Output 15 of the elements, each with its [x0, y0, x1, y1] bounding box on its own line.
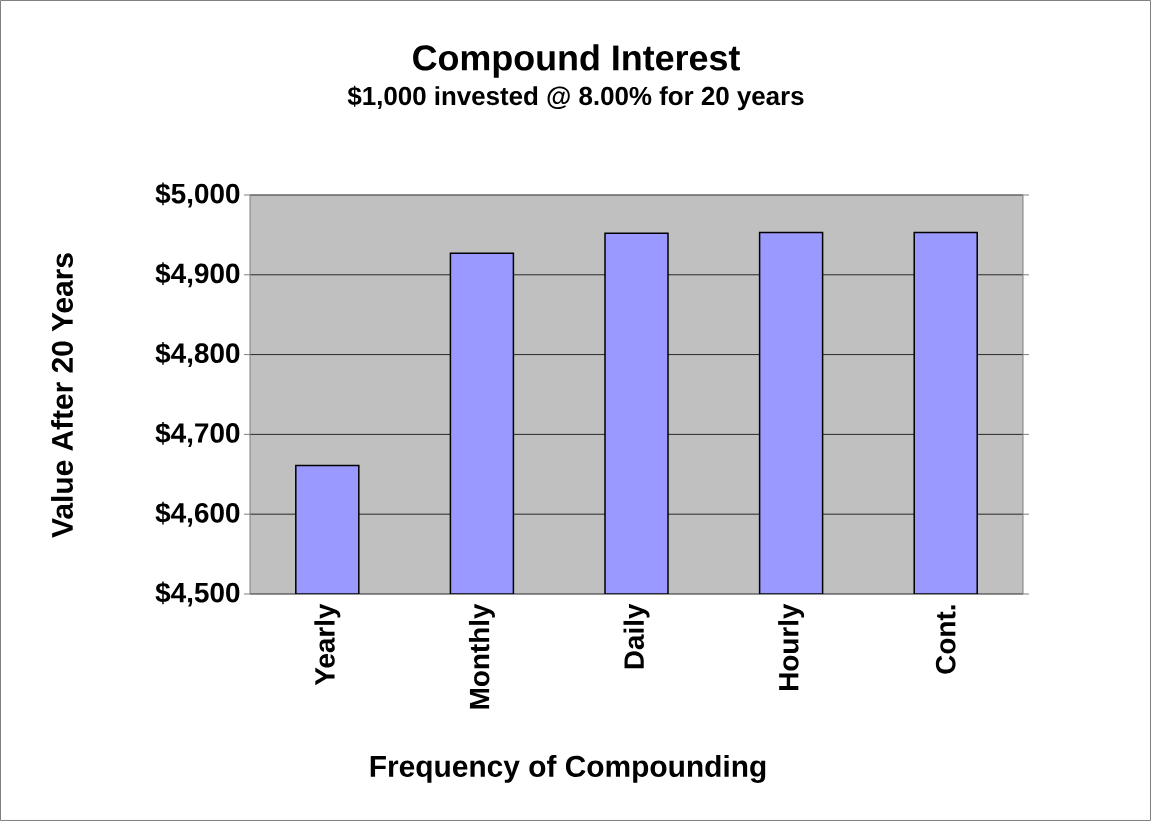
x-axis-title: Frequency of Compounding	[370, 754, 766, 783]
chart-title: Compound Interest	[413, 44, 740, 78]
x-tick-label: Cont.	[935, 605, 956, 674]
x-tick-label: Hourly	[778, 603, 805, 690]
y-tick-label: $4,800	[155, 342, 240, 368]
y-tick-label: $5,000	[155, 182, 240, 208]
x-tick-label: Daily	[623, 603, 650, 669]
chart-subtitle: $1,000 invested @ 8.00% for 20 years	[347, 85, 804, 111]
y-tick-label: $4,700	[155, 421, 240, 447]
y-tick-label: $4,900	[155, 262, 240, 288]
x-tick-label: Yearly	[314, 603, 341, 686]
y-axis-title: Value After 20 Years	[51, 253, 73, 538]
x-tick-label: Monthly	[468, 603, 495, 709]
y-tick-label: $4,600	[155, 501, 240, 527]
y-tick-label: $4,500	[155, 581, 240, 607]
